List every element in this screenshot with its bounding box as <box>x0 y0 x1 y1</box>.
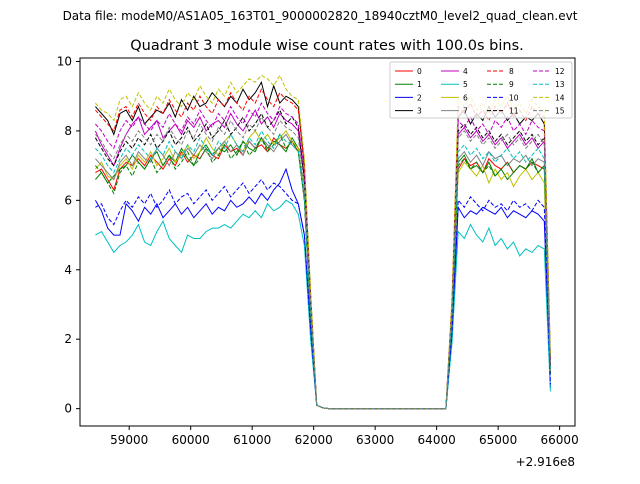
series-line-0 <box>95 136 551 410</box>
legend-label-4: 4 <box>463 67 468 76</box>
series-line-11 <box>94 109 551 410</box>
x-tick-label: 60000 <box>172 433 210 447</box>
legend-label-2: 2 <box>417 93 422 102</box>
legend-label-15: 15 <box>555 107 565 116</box>
plot-frame <box>79 57 576 427</box>
x-tick-label: 66000 <box>541 433 579 447</box>
legend-label-9: 9 <box>509 80 514 89</box>
y-tick-label: 10 <box>57 54 72 68</box>
legend-label-13: 13 <box>555 80 565 89</box>
legend-label-10: 10 <box>509 93 519 102</box>
y-tick-label: 6 <box>64 193 72 207</box>
series-line-13 <box>95 129 551 410</box>
series-line-10 <box>95 178 551 410</box>
series-line-3 <box>95 81 551 410</box>
series-line-1 <box>95 136 551 410</box>
y-tick-label: 2 <box>64 332 72 346</box>
series-line-7 <box>95 133 551 410</box>
y-tick-label: 4 <box>64 263 72 277</box>
series-line-12 <box>95 102 551 410</box>
legend-label-7: 7 <box>463 107 468 116</box>
legend-label-3: 3 <box>417 107 422 116</box>
x-tick-label: 63000 <box>356 433 394 447</box>
legend-label-12: 12 <box>555 67 565 76</box>
x-tick-label: 59000 <box>110 433 148 447</box>
x-offset-label: +2.916e8 <box>516 455 575 469</box>
legend-label-6: 6 <box>463 93 468 102</box>
series-layer <box>94 74 551 410</box>
y-tick-label: 8 <box>64 124 72 138</box>
x-tick-label: 64000 <box>418 433 456 447</box>
series-line-4 <box>94 109 551 410</box>
legend-label-11: 11 <box>509 107 519 116</box>
x-tick-label: 61000 <box>233 433 271 447</box>
legend-label-1: 1 <box>417 80 422 89</box>
legend-label-0: 0 <box>417 67 422 76</box>
series-line-2 <box>94 167 551 410</box>
series-line-5 <box>95 199 551 410</box>
x-tick-label: 65000 <box>479 433 517 447</box>
legend-label-5: 5 <box>463 80 468 89</box>
y-tick-label: 0 <box>64 402 72 416</box>
legend-label-14: 14 <box>555 93 565 102</box>
series-line-15 <box>95 115 551 410</box>
series-line-9 <box>95 133 551 410</box>
x-tick-label: 62000 <box>295 433 333 447</box>
figure-suptitle: Data file: modeM0/AS1A05_163T01_90000028… <box>63 9 578 23</box>
legend-box <box>389 61 573 119</box>
ticks-layer: 59000 60000 61000 62000 63000 64000 65000 66000… <box>57 54 579 447</box>
legend-label-8: 8 <box>509 67 514 76</box>
chart-title: Quadrant 3 module wise count rates with … <box>130 38 524 54</box>
